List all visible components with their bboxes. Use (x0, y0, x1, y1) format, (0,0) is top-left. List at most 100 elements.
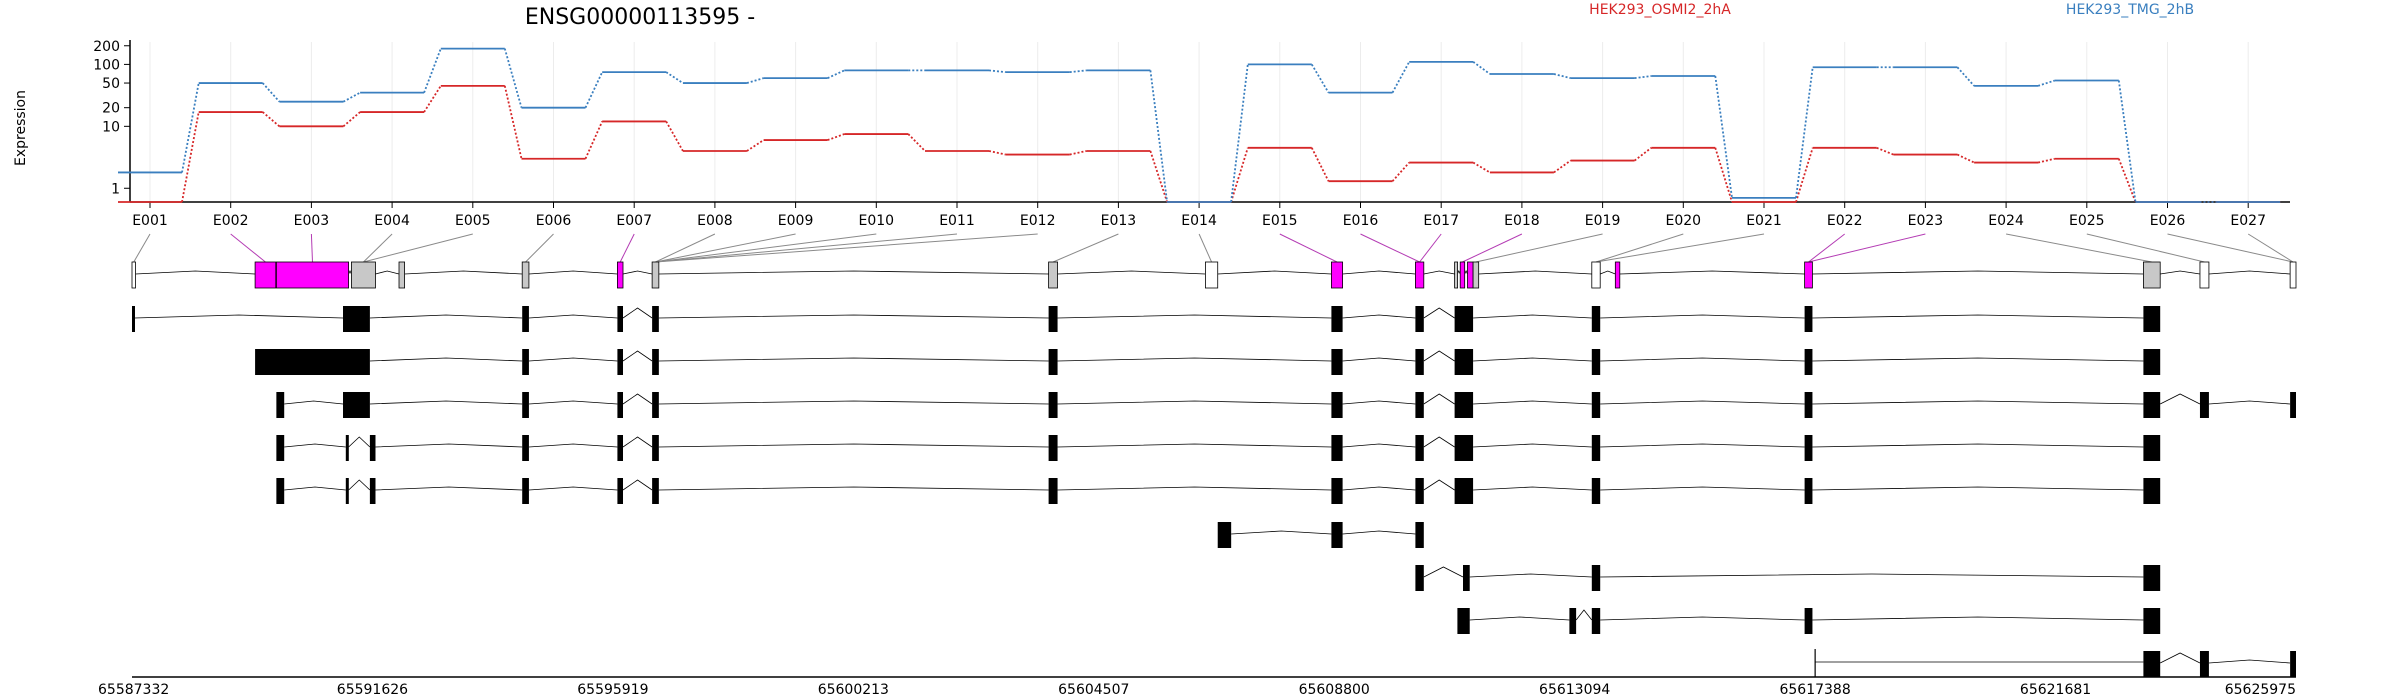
transcript-exon (1048, 435, 1058, 461)
series1-connector (262, 82, 281, 103)
transcript-intron (1342, 314, 1416, 319)
exon-connector-e014 (1198, 233, 1213, 263)
transcript-exon (369, 478, 376, 504)
transcript-intron (1575, 609, 1593, 621)
transcript-intron (1812, 400, 2144, 405)
transcript-exon (522, 478, 529, 504)
gene-intron (528, 270, 618, 275)
gene-intron (1423, 270, 1455, 275)
transcript-intron (1342, 443, 1416, 448)
series0-connector (1069, 150, 1087, 156)
transcript-exon (2143, 651, 2161, 677)
series0-connector (1391, 161, 1410, 182)
x-tick-label: E023 (1908, 213, 1944, 229)
transcript-exon (1591, 608, 1601, 634)
transcript-intron (1423, 566, 1464, 578)
x-tick-label: E020 (1666, 213, 1702, 229)
transcript-intron (1600, 443, 1805, 448)
x-tick-label: E005 (455, 213, 491, 229)
transcript-tracks (131, 261, 2297, 677)
series0-connector (746, 139, 765, 152)
transcript-exon (1331, 306, 1343, 332)
transcript-intron (1423, 393, 1455, 405)
gene-model-exon (2289, 261, 2297, 289)
exon-connector-e019 (1475, 233, 1603, 263)
series1-connector (988, 69, 1006, 74)
transcript-intron (658, 357, 1049, 362)
gene-model-exon (351, 261, 376, 289)
series1-connector (1634, 75, 1652, 80)
gene-intron (1057, 270, 1206, 275)
transcript-exon (617, 435, 624, 461)
series1-connector (1956, 66, 1975, 87)
transcript-exon (2199, 651, 2209, 677)
y-tick-label: 10 (102, 119, 120, 135)
series0-connector (1310, 147, 1330, 182)
transcript-exon (1331, 478, 1343, 504)
series1-connector (2117, 80, 2137, 203)
exon-connector-e024 (2006, 233, 2152, 263)
transcript-intron (1600, 486, 1805, 491)
transcript-exon (1804, 435, 1813, 461)
y-axis-label: Expression (13, 90, 29, 166)
transcript-exon (522, 435, 529, 461)
transcript-exon (1454, 306, 1474, 332)
transcript-exon (1591, 565, 1601, 591)
transcript-exon (1454, 392, 1474, 418)
x-tick-label: E024 (1988, 213, 2024, 229)
gene-model-exon (1454, 261, 1459, 289)
x-tick-label: E011 (939, 213, 975, 229)
transcript-exon (1804, 392, 1813, 418)
transcript-intron (1600, 314, 1805, 319)
series1-connector (746, 77, 764, 84)
gene-model-exon (1205, 261, 1219, 289)
transcript-intron (1469, 573, 1592, 578)
x-tick-label: E016 (1343, 213, 1379, 229)
exon-connector-e001 (133, 233, 151, 263)
series1-connector (1149, 70, 1168, 203)
transcript-exon (652, 478, 659, 504)
transcript-exon (276, 392, 285, 418)
transcript-intron (369, 314, 523, 319)
series1-connector (181, 82, 200, 173)
transcript-exon (1569, 608, 1577, 634)
transcript-exon (1454, 435, 1474, 461)
transcript-intron (622, 307, 653, 319)
x-tick-label: E027 (2230, 213, 2266, 229)
transcript-intron (658, 443, 1049, 448)
transcript-exon (1415, 522, 1424, 548)
transcript-exon (522, 349, 529, 375)
x-tick-label: E001 (132, 213, 168, 229)
exon-connector-e002 (230, 233, 266, 263)
exon-connector-e025 (2086, 233, 2205, 263)
transcript-intron (369, 357, 523, 362)
exon-connector-e023 (1808, 233, 1926, 263)
exon-connector-e012 (655, 233, 1038, 263)
gene-intron (658, 270, 1049, 275)
transcript-exon (1331, 435, 1343, 461)
series0-connector (1149, 150, 1168, 203)
transcript-intron (1600, 616, 1805, 621)
transcript-intron (1423, 350, 1455, 362)
transcript-exon (652, 306, 659, 332)
genomic-tick-label: 65600213 (818, 682, 889, 698)
transcript-exon (345, 435, 349, 461)
transcript-exon (343, 306, 370, 332)
transcript-intron (1812, 616, 2144, 621)
transcript-intron (284, 400, 344, 405)
x-tick-label: E004 (374, 213, 410, 229)
y-tick-label: 20 (102, 101, 120, 117)
series0-connector (1876, 146, 1894, 156)
series1-connector (1714, 75, 1733, 198)
plot-area: 1 10 20 50 100 200 E001 E002 E003 E004 E005 E006 E00… (93, 39, 2290, 229)
series1-connector (1311, 63, 1330, 94)
x-tick-label: E012 (1020, 213, 1056, 229)
x-tick-label: E025 (2069, 213, 2105, 229)
gene-intron (2208, 270, 2291, 275)
x-tick-label: E006 (536, 213, 572, 229)
series1-connector (1553, 73, 1571, 80)
transcript-intron (2208, 400, 2291, 405)
gene-model-exon (398, 261, 406, 289)
transcript-intron (1600, 573, 2144, 578)
x-tick-label: E007 (616, 213, 652, 229)
